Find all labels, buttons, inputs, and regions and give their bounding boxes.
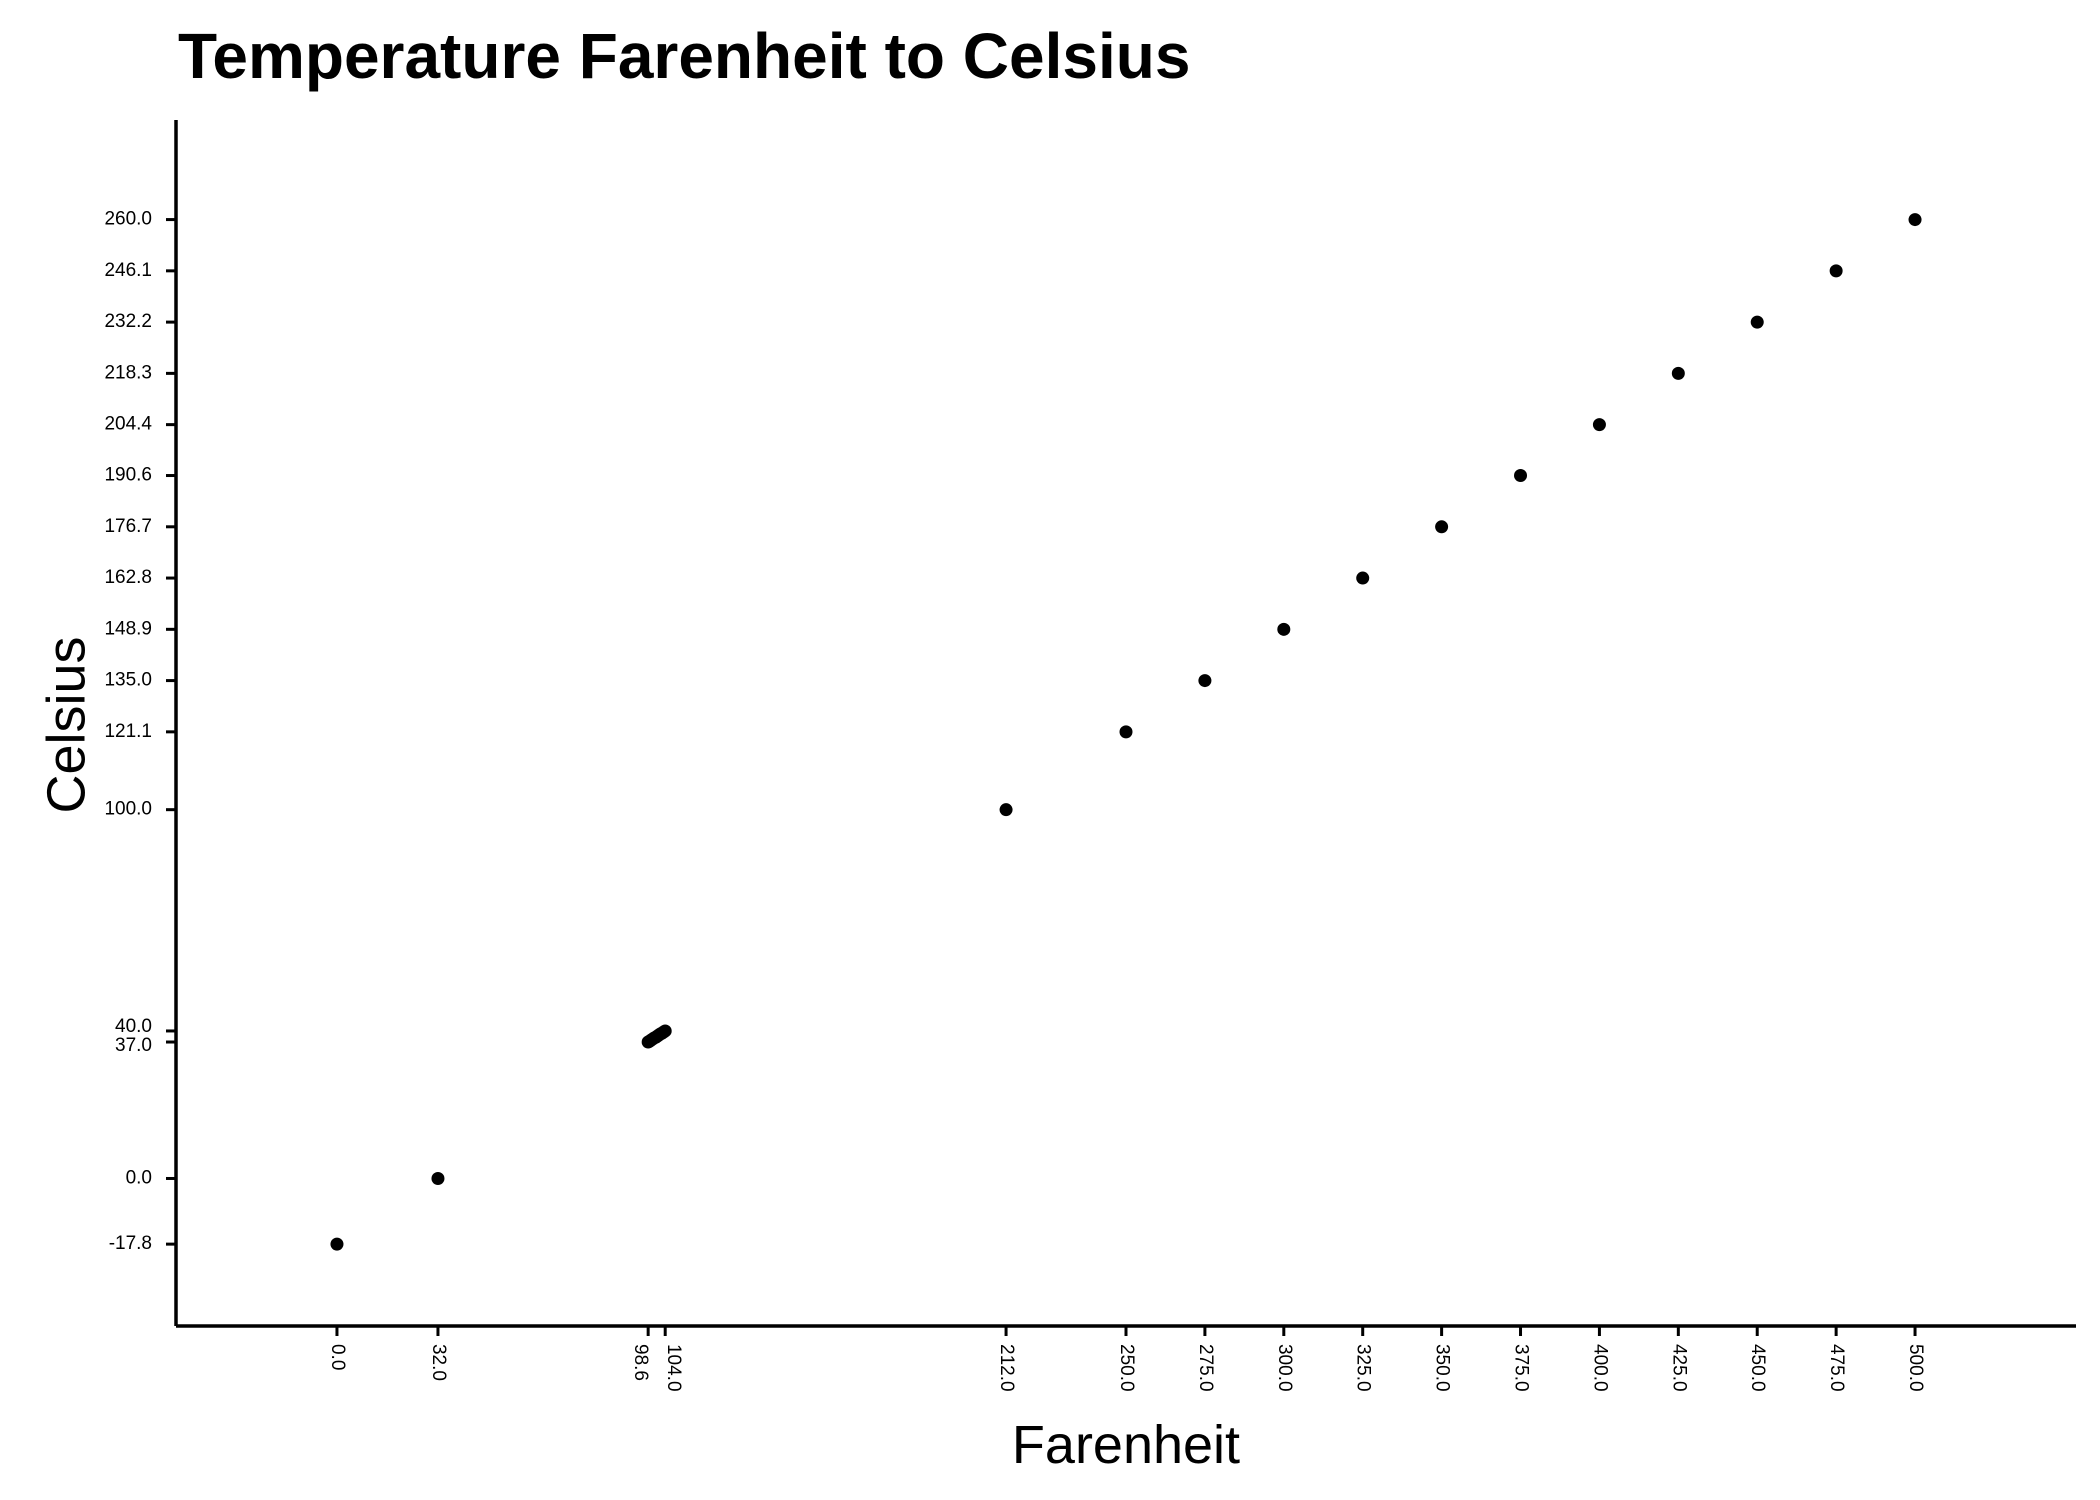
data-point [1829,264,1843,278]
data-point [1592,418,1606,432]
data-points [330,213,1922,1251]
x-tick-label: 98.6 [630,1344,651,1381]
data-point [1277,622,1291,636]
y-axis-label: Celsius [36,636,96,813]
chart-title: Temperature Farenheit to Celsius [178,20,1190,92]
x-tick-label: 450.0 [1747,1344,1768,1392]
x-tick-label: 212.0 [996,1344,1017,1392]
data-point [1119,725,1133,739]
data-point [1356,571,1370,585]
x-tick-label: 475.0 [1826,1344,1847,1392]
y-tick-label: 162.8 [104,567,152,588]
y-tick-label: 148.9 [104,618,152,639]
x-tick-label: 500.0 [1905,1344,1926,1392]
x-ticks: 0.0 32.0 98.6 104.0 212.0 250.0 275.0 300.0 325.… [327,1326,1926,1392]
data-point [1671,366,1685,380]
data-point [431,1171,445,1185]
x-tick-label: 0.0 [327,1344,348,1370]
data-point [1908,213,1922,227]
data-point [658,1024,672,1038]
x-tick-label: 375.0 [1511,1344,1532,1392]
data-point [1198,674,1212,688]
y-tick-label: 135.0 [104,670,152,691]
x-axis-label: Farenheit [1012,1415,1240,1475]
x-tick-label: 350.0 [1432,1344,1453,1392]
data-point [330,1237,344,1251]
y-tick-label: 204.4 [104,414,152,435]
y-tick-label: 176.7 [104,516,152,537]
x-tick-label: 32.0 [428,1344,449,1381]
x-tick-label: 425.0 [1668,1344,1689,1392]
x-tick-label: 250.0 [1116,1344,1137,1392]
x-tick-label: 275.0 [1195,1344,1216,1392]
x-tick-label: 300.0 [1274,1344,1295,1392]
y-tick-label: 40.0 [115,1016,152,1037]
data-point [999,803,1013,817]
x-tick-label: 104.0 [663,1344,684,1392]
x-tick-label: 325.0 [1353,1344,1374,1392]
data-point [1514,469,1528,483]
data-point [1750,315,1764,329]
y-tick-label: 246.1 [104,260,152,281]
axes [174,120,2076,1328]
y-tick-label: 100.0 [104,799,152,820]
y-tick-label: 260.0 [104,209,152,230]
y-tick-label: 37.0 [115,1035,152,1056]
data-point [1435,520,1449,534]
y-tick-label: 218.3 [104,362,152,383]
y-tick-label: 190.6 [104,465,152,486]
x-tick-label: 400.0 [1589,1344,1610,1392]
y-tick-label: 232.2 [104,311,152,332]
y-tick-label: -17.8 [109,1233,152,1254]
y-ticks: -17.8 0.0 37.040.0 100.0 121.1 135.0 148.9 162.… [104,209,176,1254]
y-tick-label: 121.1 [104,721,152,742]
y-tick-label: 0.0 [126,1167,152,1188]
